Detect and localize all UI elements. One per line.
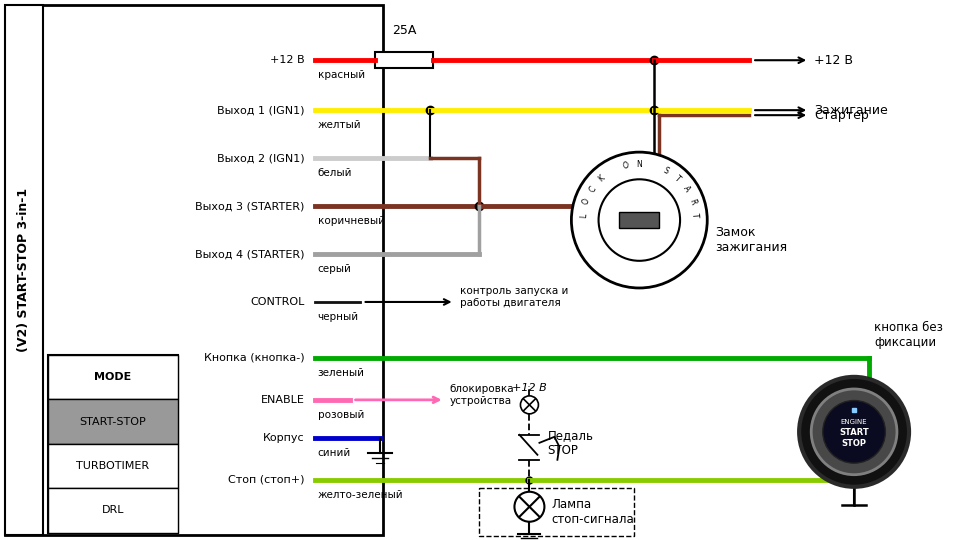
Bar	[374, 52, 433, 68]
Text: серый: серый	[318, 264, 351, 274]
Text: S: S	[661, 166, 670, 176]
Text: желтый: желтый	[318, 120, 361, 130]
Text: белый: белый	[318, 168, 352, 178]
Text: TURBOTIMER: TURBOTIMER	[76, 461, 150, 471]
Text: розовый: розовый	[318, 410, 364, 420]
Circle shape	[811, 389, 897, 475]
Text: Выход 1 (IGN1): Выход 1 (IGN1)	[217, 105, 304, 115]
Text: T: T	[672, 174, 682, 184]
Text: контроль запуска и
работы двигателя: контроль запуска и работы двигателя	[460, 286, 568, 308]
Text: Педаль
STOP: Педаль STOP	[547, 429, 593, 457]
Text: зеленый: зеленый	[318, 368, 365, 378]
Bar	[479, 488, 635, 536]
Text: Замок
зажигания: Замок зажигания	[715, 226, 787, 254]
Text: STOP: STOP	[842, 440, 867, 448]
Text: красный: красный	[318, 70, 365, 80]
Text: R: R	[687, 198, 697, 206]
Circle shape	[571, 152, 708, 288]
Text: 25A: 25A	[393, 24, 417, 37]
Text: черный: черный	[318, 312, 359, 322]
Text: START-STOP: START-STOP	[80, 416, 146, 427]
Bar	[5, 5, 43, 535]
Text: +12 В: +12 В	[814, 53, 853, 67]
Text: Стоп (стоп+): Стоп (стоп+)	[228, 475, 304, 485]
Circle shape	[599, 179, 680, 261]
Text: O: O	[622, 161, 630, 171]
Text: A: A	[681, 185, 691, 194]
Text: DRL: DRL	[102, 505, 124, 516]
Text: желто-зеленый: желто-зеленый	[318, 490, 403, 500]
Text: T: T	[690, 212, 700, 218]
Text: ENGINE: ENGINE	[841, 419, 868, 425]
Text: N: N	[636, 160, 642, 168]
Text: C: C	[588, 185, 598, 194]
Circle shape	[515, 492, 544, 522]
Circle shape	[823, 401, 885, 463]
Text: K: K	[597, 174, 607, 184]
Bar	[48, 444, 178, 488]
Text: O: O	[581, 198, 591, 206]
Circle shape	[799, 377, 909, 487]
Text: CONTROL: CONTROL	[251, 297, 304, 307]
Text: ENABLE: ENABLE	[261, 395, 304, 405]
Text: синий: синий	[318, 448, 351, 458]
Text: START: START	[839, 428, 869, 437]
Circle shape	[520, 396, 539, 414]
Bar	[48, 400, 178, 444]
Bar	[48, 488, 178, 533]
Text: кнопка без
фиксации: кнопка без фиксации	[874, 321, 943, 349]
Text: Выход 2 (IGN1): Выход 2 (IGN1)	[217, 153, 304, 163]
Text: Кнопка (кнопка-): Кнопка (кнопка-)	[204, 353, 304, 363]
Bar	[48, 355, 178, 533]
Text: Лампа
стоп-сигнала: Лампа стоп-сигнала	[551, 498, 635, 526]
Text: MODE: MODE	[94, 372, 132, 382]
Text: Стартер: Стартер	[814, 109, 869, 122]
Text: L: L	[579, 213, 588, 218]
Text: Зажигание: Зажигание	[814, 104, 888, 117]
Bar	[5, 5, 383, 535]
Text: +12 В: +12 В	[270, 55, 304, 65]
Text: Выход 3 (STARTER): Выход 3 (STARTER)	[195, 201, 304, 211]
Text: блокировка
устройства: блокировка устройства	[449, 384, 515, 406]
Text: (V2) START-STOP 3-in-1: (V2) START-STOP 3-in-1	[17, 188, 31, 352]
Text: +12 В: +12 В	[512, 383, 547, 393]
Bar	[48, 355, 178, 400]
Bar	[619, 212, 660, 228]
Text: коричневый: коричневый	[318, 216, 385, 226]
Text: Выход 4 (STARTER): Выход 4 (STARTER)	[195, 249, 304, 259]
Text: Корпус: Корпус	[263, 433, 304, 443]
